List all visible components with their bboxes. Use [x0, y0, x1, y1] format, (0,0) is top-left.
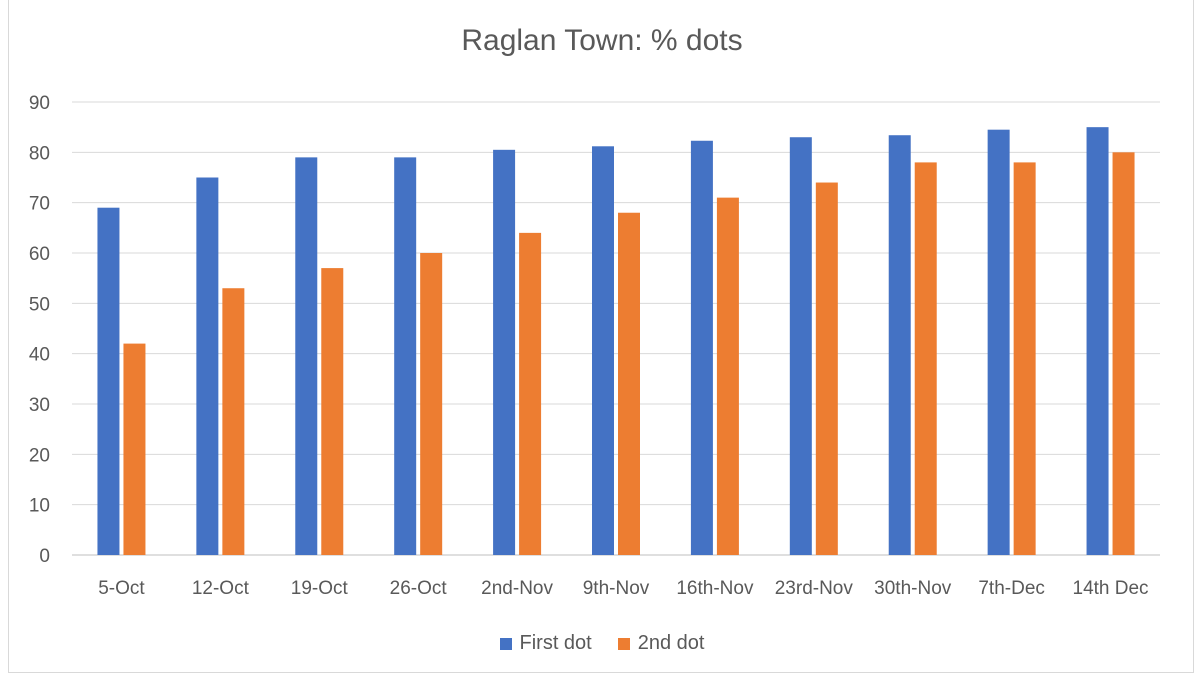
y-tick-label: 90: [29, 93, 50, 114]
x-tick-label: 2nd-Nov: [481, 578, 553, 599]
bar-2nd-dot: [420, 253, 443, 555]
bar-2nd-dot: [321, 268, 344, 555]
y-tick-label: 80: [29, 143, 50, 164]
legend-label-first-dot: First dot: [519, 632, 592, 654]
legend-swatch-first-dot: [499, 637, 512, 650]
y-tick-label: 60: [29, 244, 50, 265]
bar-first-dot: [592, 146, 614, 555]
y-tick-label: 0: [39, 546, 50, 567]
bar-first-dot: [690, 140, 713, 556]
bar-first-dot: [888, 135, 911, 555]
bar-2nd-dot: [914, 162, 937, 555]
legend-item-first-dot: First dot: [499, 632, 592, 655]
y-tick-label: 70: [29, 194, 50, 215]
bar-first-dot: [789, 137, 812, 555]
bar-2nd-dot: [1013, 162, 1036, 555]
bar-first-dot: [493, 149, 516, 556]
bar-2nd-dot: [618, 212, 640, 555]
y-tick-label: 20: [29, 445, 50, 466]
legend-label-2nd-dot: 2nd dot: [637, 632, 705, 654]
legend-swatch-2nd-dot: [617, 637, 630, 650]
bar-first-dot: [1086, 127, 1109, 556]
legend: First dot 2nd dot: [0, 632, 1204, 655]
x-tick-label: 12-Oct: [192, 578, 250, 599]
bar-first-dot: [987, 129, 1010, 555]
x-tick-label: 14th Dec: [1073, 578, 1149, 599]
x-tick-label: 30th-Nov: [874, 578, 952, 599]
x-tick-label: 9th-Nov: [583, 578, 650, 599]
bar-first-dot: [97, 207, 120, 555]
x-tick-label: 19-Oct: [291, 578, 349, 599]
legend-item-2nd-dot: 2nd dot: [617, 632, 705, 655]
bar-2nd-dot: [716, 197, 739, 555]
x-tick-label: 7th-Dec: [978, 578, 1045, 599]
chart-title: Raglan Town: % dots: [461, 24, 743, 57]
bar-2nd-dot: [519, 232, 542, 555]
x-tick-label: 5-Oct: [98, 578, 145, 599]
y-tick-label: 40: [29, 345, 50, 366]
bar-first-dot: [196, 177, 219, 555]
x-tick-label: 16th-Nov: [676, 578, 754, 599]
bar-2nd-dot: [1112, 152, 1135, 556]
y-tick-label: 30: [29, 395, 50, 416]
bar-2nd-dot: [222, 288, 245, 555]
bar-2nd-dot: [815, 182, 838, 556]
bar-first-dot: [295, 157, 318, 555]
bar-2nd-dot: [123, 343, 146, 555]
y-tick-label: 50: [29, 294, 50, 315]
x-tick-label: 23rd-Nov: [775, 578, 854, 599]
x-tick-label: 26-Oct: [390, 578, 448, 599]
bar-first-dot: [394, 157, 417, 555]
y-tick-label: 10: [29, 496, 50, 517]
